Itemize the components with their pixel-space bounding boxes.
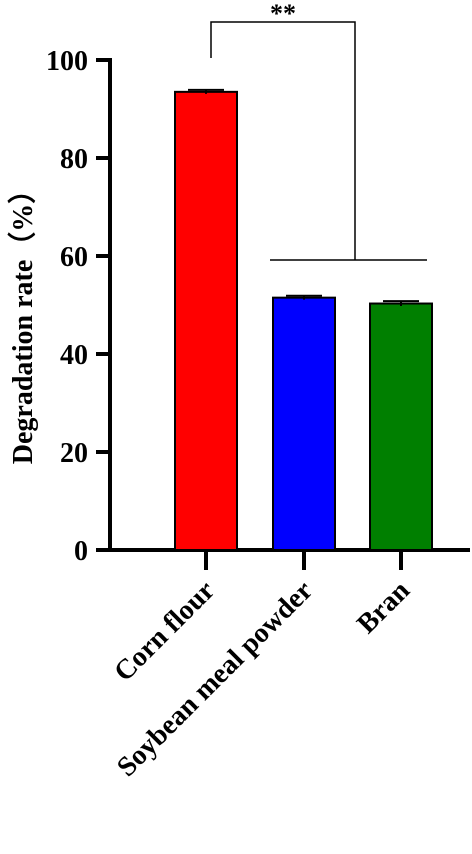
- significance-bracket: [210, 21, 356, 260]
- bar: [272, 296, 336, 551]
- chart-axes: 0 20 40 60 80 100 Degradation rate（%）: [6, 46, 470, 570]
- bar: [369, 302, 433, 551]
- y-tick-label: 0: [74, 536, 88, 567]
- bar: [174, 90, 238, 551]
- y-tick-label: 80: [60, 144, 88, 175]
- x-category-label: Bran: [351, 575, 416, 640]
- y-axis-title: Degradation rate（%）: [6, 176, 39, 465]
- chart-bars: [174, 88, 433, 551]
- y-tick-label: 40: [60, 340, 88, 371]
- y-tick-label: 20: [60, 438, 88, 469]
- y-tick-label: 60: [60, 242, 88, 273]
- significance-annotation: **: [210, 0, 427, 261]
- x-category-label: Soybean meal powder: [111, 575, 319, 783]
- y-tick-label: 100: [46, 46, 88, 77]
- significance-label: **: [270, 0, 296, 28]
